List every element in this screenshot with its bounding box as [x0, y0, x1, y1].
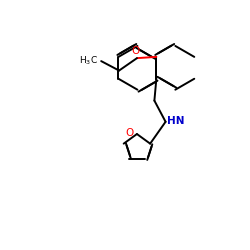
Text: HN: HN	[167, 116, 184, 126]
Text: H$_3$C: H$_3$C	[79, 54, 98, 67]
Text: O: O	[132, 46, 140, 56]
Text: O: O	[125, 128, 134, 138]
